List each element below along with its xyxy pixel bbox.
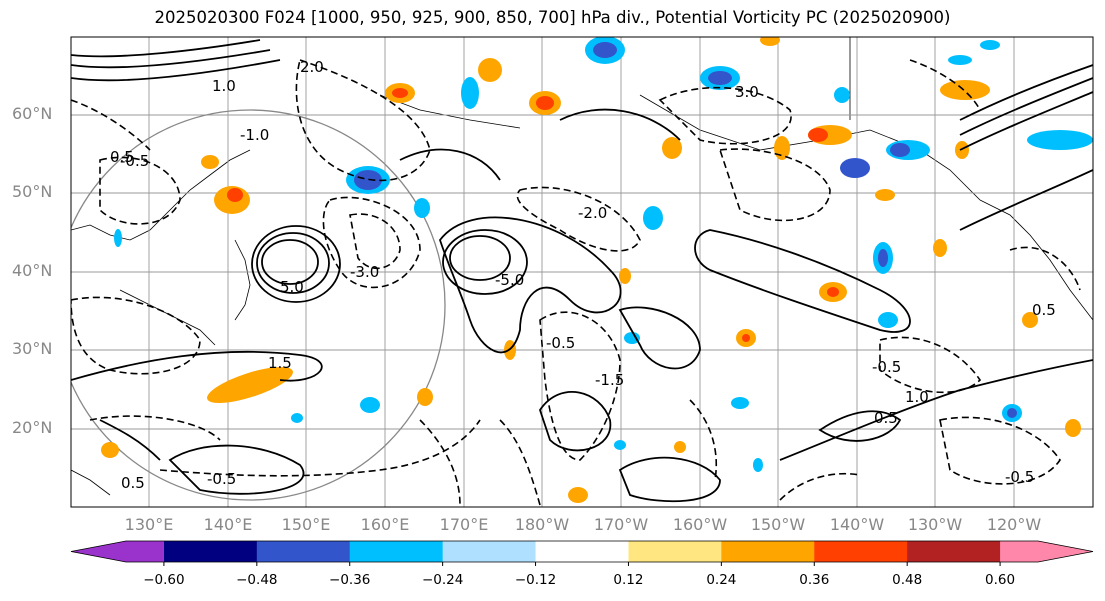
- contour-label: 0.5: [121, 474, 145, 492]
- coastlines: [71, 37, 1093, 496]
- contour-label: -0.5: [120, 152, 149, 170]
- contour-label: -1.5: [595, 371, 624, 389]
- colorbar-segment: [442, 541, 537, 562]
- lon-label: 160°E: [360, 515, 410, 534]
- contour-label: -0.5: [546, 334, 575, 352]
- contour-label: -0.5: [872, 358, 901, 376]
- reference-circle: [71, 109, 446, 501]
- dashed-contours: [71, 58, 1081, 506]
- colorbar-segment: [163, 541, 258, 562]
- colorbar-segment: [721, 541, 815, 562]
- contour-label: 1.5: [268, 354, 292, 372]
- colorbar-segment: [628, 541, 722, 562]
- lat-label: 30°N: [12, 339, 53, 358]
- lat-label: 40°N: [12, 261, 53, 280]
- lon-label: 170°W: [593, 515, 649, 534]
- contour-label: -5.0: [495, 271, 524, 289]
- contour-label: 1.0: [905, 388, 929, 406]
- colorbar-tick-label: 0.12: [613, 572, 644, 588]
- contour-label: -1.0: [240, 126, 269, 144]
- colorbar-tick-label: 0.24: [706, 572, 737, 588]
- lon-label: 150°E: [281, 515, 331, 534]
- lat-label: 50°N: [12, 182, 53, 201]
- contour-label: 1.0: [212, 77, 236, 95]
- colorbar-segment: [71, 541, 164, 562]
- lon-label: 170°E: [439, 515, 489, 534]
- map-title: 2025020300 F024 [1000, 950, 925, 900, 85…: [154, 8, 951, 27]
- contour-label: 3.0: [735, 83, 759, 101]
- lon-label: 140°W: [829, 515, 885, 534]
- contour-label: -2.0: [578, 204, 607, 222]
- colorbar-segment: [256, 541, 351, 562]
- positive-shading: [101, 37, 1081, 503]
- colorbar-tick-label: −0.36: [329, 572, 371, 588]
- colorbar-tick-label: −0.48: [236, 572, 278, 588]
- lon-label: 130°E: [124, 515, 174, 534]
- contour-label: 2.0: [300, 58, 324, 76]
- colorbar-outline: [70, 540, 1094, 563]
- colorbar-segment: [535, 541, 629, 562]
- lon-label: 160°W: [672, 515, 728, 534]
- negative-shading: [114, 37, 1093, 472]
- contour-labels: 1.0 0.5 -0.5 -1.0 1.5 -1.5 2.0 -2.0 3.0 …: [110, 58, 1056, 492]
- colorbar-tick-label: −0.24: [421, 572, 464, 588]
- lon-label: 130°W: [907, 515, 963, 534]
- lon-label: 120°W: [986, 515, 1042, 534]
- lon-label: 140°E: [203, 515, 253, 534]
- lat-label: 60°N: [12, 104, 53, 123]
- colorbar-segment: [814, 541, 908, 562]
- colorbar-tick-label: −0.60: [143, 572, 185, 588]
- lon-label: 150°W: [750, 515, 806, 534]
- contour-label: 0.5: [110, 148, 134, 166]
- solid-contours: [71, 39, 1093, 503]
- contour-label: -0.5: [207, 470, 236, 488]
- colorbar-segment: [907, 541, 1001, 562]
- colorbar-tick-label: 0.36: [799, 572, 830, 588]
- colorbar-segment: [1000, 541, 1093, 562]
- colorbar-tick-label: −0.12: [514, 572, 557, 588]
- contour-label: 0.5: [874, 409, 898, 427]
- contour-label: -0.5: [1005, 468, 1034, 486]
- colorbar-segment: [349, 541, 444, 562]
- colorbar-tick-label: 0.60: [985, 572, 1016, 588]
- lon-label: 180°W: [514, 515, 570, 534]
- contour-label: 5.0: [280, 278, 304, 296]
- contour-label: -3.0: [350, 263, 379, 281]
- contour-label: 0.5: [1032, 301, 1056, 319]
- graticule: [71, 37, 1093, 507]
- lat-label: 20°N: [12, 418, 53, 437]
- colorbar-tick-label: 0.48: [892, 572, 923, 588]
- colorbar: [70, 540, 1094, 566]
- map-frame: [70, 36, 1094, 508]
